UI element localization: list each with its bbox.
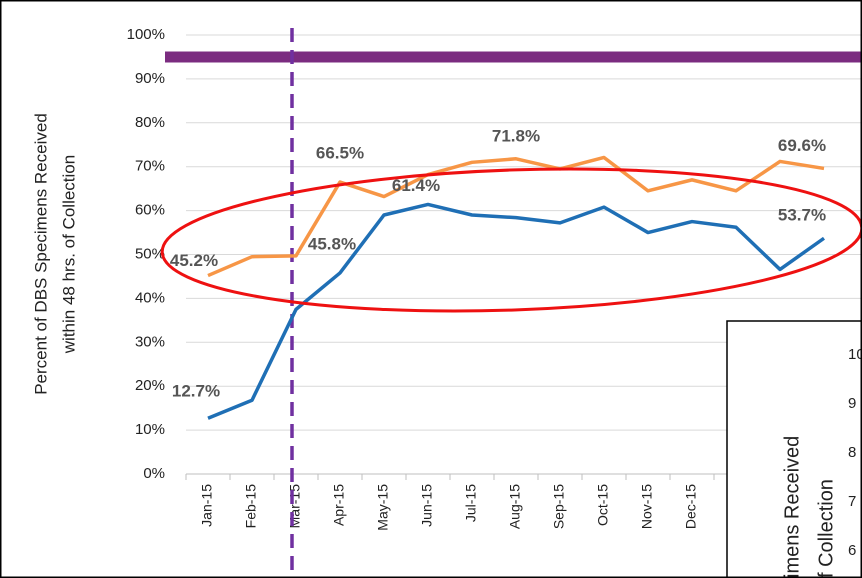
x-tick-label: Jun-15 [419,484,435,527]
inset-frame [726,320,862,578]
x-tick-label: Oct-15 [595,484,611,526]
x-tick-label: Nov-15 [639,484,655,529]
y-tick-label: 40% [135,289,165,306]
x-tick-label: Sep-15 [551,484,567,529]
inset-tick-label: 7 [848,493,856,510]
y-tick-label: 70% [135,158,165,175]
inset-chart: imens Received f Collection 10 9 8 7 6 [726,320,862,578]
y-tick-label: 0% [143,465,165,482]
y-tick-label: 100% [127,26,165,43]
y-tick-label: 50% [135,245,165,262]
x-tick-label: Apr-15 [331,484,347,526]
x-tick-label: Feb-15 [243,484,259,529]
x-tick-label: May-15 [375,484,391,531]
y-tick-label: 90% [135,70,165,87]
x-tick-label: Jan-15 [199,484,215,527]
data-label: 53.7% [778,206,826,225]
y-axis-label: Percent of DBS Specimens Received [31,113,50,395]
data-label: 71.8% [492,126,540,145]
y-tick-label: 10% [135,421,165,438]
inset-tick-label: 6 [848,542,856,559]
data-label: 66.5% [316,144,364,163]
inset-tick-label: 8 [848,444,856,461]
data-label: 61.4% [392,176,440,195]
x-tick-label: Jul-15 [463,484,479,522]
y-tick-label: 80% [135,114,165,131]
inset-tick-label: 9 [848,395,856,412]
series-line [207,202,826,420]
data-label: 45.2% [170,251,218,270]
x-tick-label: Dec-15 [683,484,699,529]
data-label: 69.6% [778,136,826,155]
inset-y-label: f Collection [815,479,837,578]
grid: Percent of DBS Specimens Received within … [31,26,862,531]
y-axis-label: within 48 hrs. of Collection [59,155,78,354]
inset-tick-label: 10 [848,346,862,363]
inset-y-label: imens Received [781,436,803,578]
y-tick-label: 30% [135,333,165,350]
data-label: 45.8% [308,234,356,253]
y-tick-label: 20% [135,377,165,394]
x-tick-label: Aug-15 [507,484,523,529]
series-line [207,155,825,278]
x-tick-label: Mar-15 [287,484,303,529]
data-label: 12.7% [172,382,220,401]
y-tick-label: 60% [135,202,165,219]
